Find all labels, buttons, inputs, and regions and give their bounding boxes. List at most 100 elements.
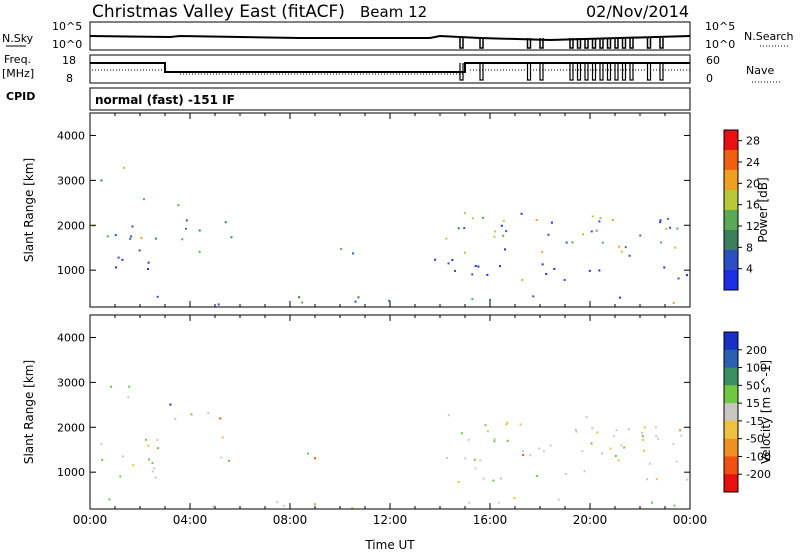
echo-cell: [471, 298, 474, 301]
echo-cell: [599, 217, 602, 220]
echo-cell: [500, 224, 503, 227]
echo-cell: [100, 179, 103, 182]
echo-cell: [138, 249, 141, 252]
colorbar-tick-label: 8: [746, 241, 753, 254]
echo-cell: [445, 456, 448, 459]
velocity-ylabel: Slant Range [km]: [22, 360, 36, 464]
nave-axis-label: Nave: [746, 64, 774, 77]
ytick-label: 3000: [57, 174, 85, 187]
echo-cell: [156, 438, 159, 441]
echo-cell: [121, 258, 124, 261]
colorbar-swatch: [724, 403, 738, 422]
colorbar-tick-label: -50: [746, 433, 764, 446]
ytick-label: 2000: [57, 219, 85, 232]
echo-cell: [494, 230, 497, 233]
echo-cell: [471, 217, 474, 220]
colorbar-tick-label: 100: [746, 362, 767, 375]
echo-cell: [128, 385, 131, 388]
echo-cell: [482, 477, 485, 480]
echo-cell: [463, 212, 466, 215]
echo-cell: [207, 412, 210, 415]
freq-drop: [539, 63, 544, 81]
echo-cell: [306, 452, 309, 455]
echo-cell: [505, 423, 508, 426]
freq-drop: [591, 63, 597, 81]
echo-cell: [655, 435, 658, 438]
echo-cell: [669, 226, 672, 229]
echo-cell: [596, 431, 599, 434]
echo-cell: [493, 438, 496, 441]
echo-cell: [147, 444, 150, 447]
power-data: [92, 166, 689, 306]
echo-cell: [502, 234, 505, 237]
colorbar-tick-label: 20: [746, 177, 760, 190]
echo-cell: [230, 236, 233, 239]
echo-cell: [549, 444, 552, 447]
echo-cell: [659, 219, 662, 222]
colorbar-swatch: [724, 349, 738, 369]
beam-label: Beam 12: [360, 3, 427, 21]
echo-cell: [119, 475, 122, 478]
echo-cell: [147, 458, 150, 461]
echo-cell: [453, 269, 456, 272]
echo-cell: [627, 428, 630, 431]
freq-drop: [646, 63, 652, 81]
echo-cell: [447, 414, 450, 417]
echo-cell: [571, 241, 574, 244]
xtick-label: 00:00: [73, 513, 108, 527]
echo-cell: [122, 166, 125, 169]
echo-cell: [591, 215, 594, 218]
colorbar-swatch: [724, 210, 738, 231]
ytick-label: 1000: [57, 264, 85, 277]
echo-cell: [147, 268, 150, 271]
echo-cell: [445, 237, 448, 240]
echo-cell: [564, 472, 567, 475]
echo-cell: [529, 454, 532, 457]
echo-cell: [357, 296, 360, 299]
echo-cell: [493, 235, 496, 238]
echo-cell: [598, 220, 601, 223]
colorbar-tick-label: -200: [746, 468, 771, 481]
echo-cell: [522, 454, 525, 457]
echo-cell: [434, 258, 437, 261]
echo-cell: [224, 221, 227, 224]
echo-cell: [92, 225, 95, 228]
echo-cell: [640, 432, 643, 435]
echo-cell: [545, 273, 548, 276]
echo-cell: [641, 435, 644, 438]
echo-cell: [575, 430, 578, 433]
echo-cell: [499, 265, 502, 268]
nsearch-drop: [569, 38, 574, 49]
echo-cell: [675, 460, 678, 463]
colorbar-swatch: [724, 270, 738, 291]
echo-cell: [582, 233, 585, 236]
echo-cell: [655, 478, 658, 481]
freq-tick-top: 18: [62, 54, 76, 67]
freq-drop: [459, 63, 464, 81]
site-title: Christmas Valley East (fitACF): [92, 2, 345, 22]
echo-cell: [212, 505, 215, 508]
echo-cell: [623, 446, 626, 449]
nsky-tick-top: 10^5: [52, 20, 82, 33]
colorbar-swatch: [724, 385, 738, 404]
nsky-axis-label: N.Sky: [2, 32, 34, 45]
nsearch-drop: [584, 38, 589, 49]
freq-axis-label-2: [MHz]: [2, 67, 34, 80]
echo-cell: [100, 442, 103, 445]
freq-drop: [479, 63, 484, 81]
echo-cell: [283, 504, 286, 507]
colorbar-frame: [723, 331, 739, 493]
echo-cell: [639, 234, 642, 237]
echo-cell: [451, 259, 454, 262]
echo-cell: [519, 423, 522, 426]
echo-cell: [340, 248, 343, 251]
echo-cell: [585, 416, 588, 419]
echo-cell: [313, 503, 316, 506]
echo-cell: [553, 267, 556, 270]
velocity-data: [100, 385, 689, 510]
echo-cell: [181, 238, 184, 241]
echo-cell: [503, 248, 506, 251]
freq-drop: [614, 63, 619, 81]
nsearch-drop: [646, 38, 652, 49]
